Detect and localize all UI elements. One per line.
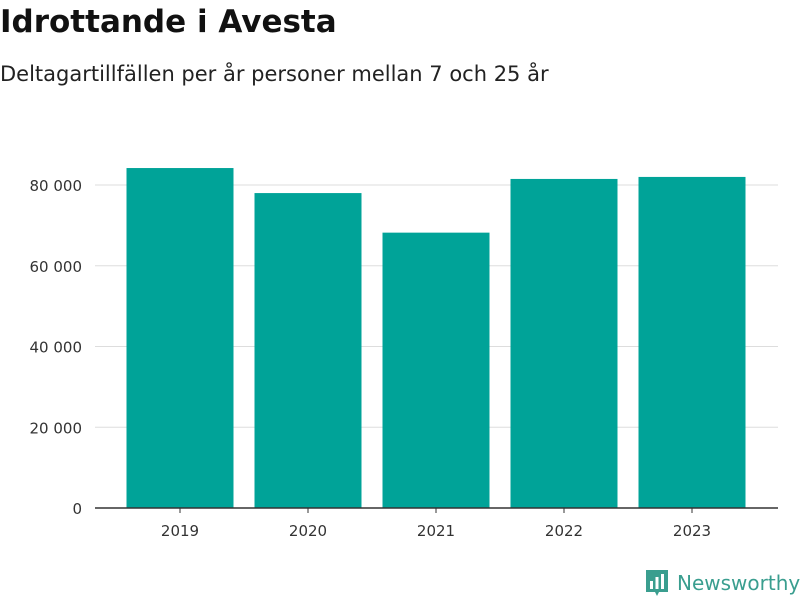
y-tick-label: 60 000	[30, 258, 83, 276]
brand-logo: Newsworthy	[644, 568, 800, 598]
x-tick-label: 2020	[289, 522, 327, 540]
bar	[510, 178, 618, 508]
x-tick-label: 2021	[417, 522, 455, 540]
bar	[382, 232, 490, 508]
brand-name: Newsworthy	[677, 571, 800, 595]
bar	[254, 193, 362, 508]
x-tick-label: 2022	[545, 522, 583, 540]
bar	[638, 176, 746, 509]
y-tick-label: 80 000	[30, 177, 83, 195]
y-tick-label: 20 000	[30, 419, 83, 437]
x-tick-label: 2019	[161, 522, 199, 540]
bar	[126, 168, 234, 509]
newsworthy-logo-icon	[646, 570, 668, 596]
chart-title: Idrottande i Avesta	[0, 4, 337, 40]
x-tick-label: 2023	[673, 522, 711, 540]
chart-subtitle: Deltagartillfällen per år personer mella…	[0, 62, 549, 86]
y-tick-label: 0	[72, 500, 82, 518]
y-tick-label: 40 000	[30, 339, 83, 357]
